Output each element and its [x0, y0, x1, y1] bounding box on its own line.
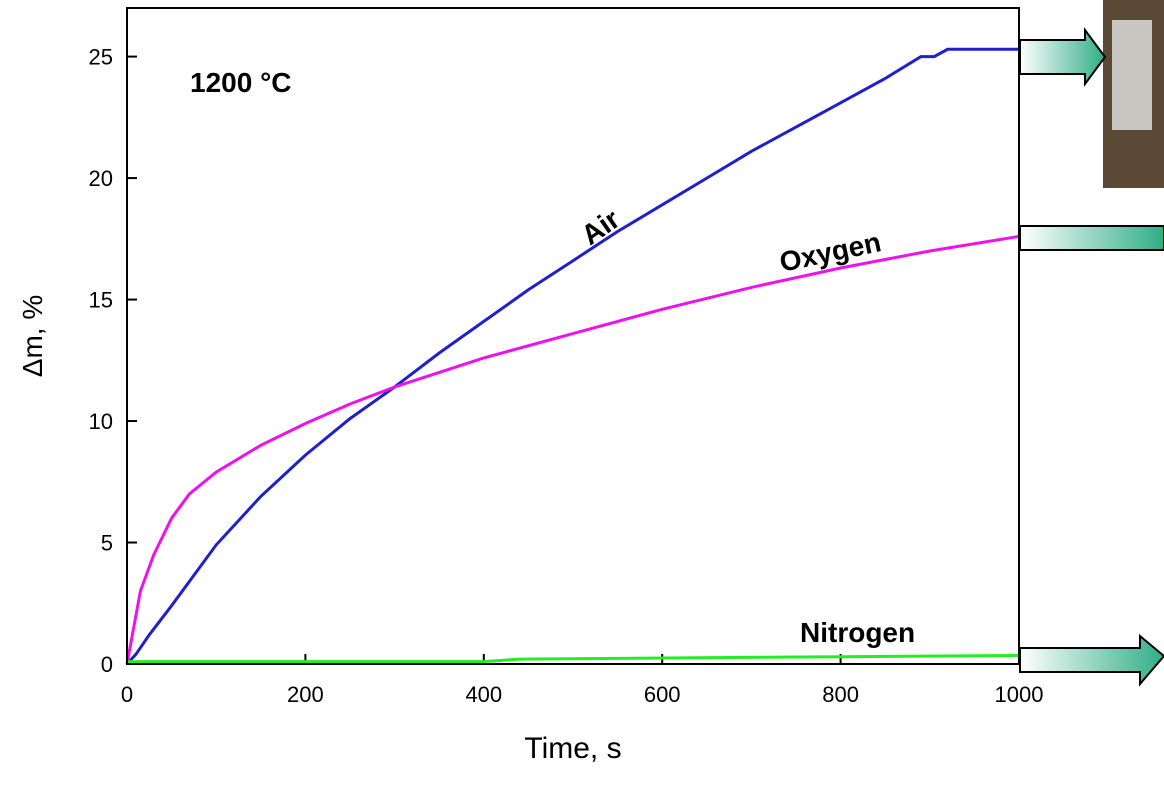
- arrow: [1019, 225, 1164, 251]
- y-tick-label: 20: [89, 166, 113, 191]
- y-axis-label: Δm, %: [17, 295, 48, 377]
- annotation: 1200 °C: [190, 67, 292, 98]
- series-line: [125, 234, 1020, 665]
- y-tick-label: 0: [101, 652, 113, 677]
- x-axis-label: Time, s: [524, 732, 621, 765]
- annotation: Air: [576, 203, 626, 251]
- x-tick-label: 0: [121, 682, 133, 707]
- x-tick-label: 1000: [995, 682, 1044, 707]
- arrow: [1019, 633, 1164, 687]
- series-line: [127, 654, 1020, 664]
- decorations: [1019, 0, 1164, 687]
- plot-frame: [126, 7, 1020, 665]
- x-tick-label: 400: [465, 682, 502, 707]
- photo-detail: [1112, 20, 1152, 130]
- y-tick-label: 5: [101, 531, 113, 556]
- annotation: Nitrogen: [800, 617, 915, 648]
- series-line: [125, 47, 1019, 666]
- y-tick-label: 25: [89, 45, 113, 70]
- x-tick-label: 600: [644, 682, 681, 707]
- x-tick-label: 200: [287, 682, 324, 707]
- y-tick-label: 15: [89, 288, 113, 313]
- x-tick-label: 800: [822, 682, 859, 707]
- y-tick-label: 10: [89, 409, 113, 434]
- arrow: [1019, 26, 1107, 88]
